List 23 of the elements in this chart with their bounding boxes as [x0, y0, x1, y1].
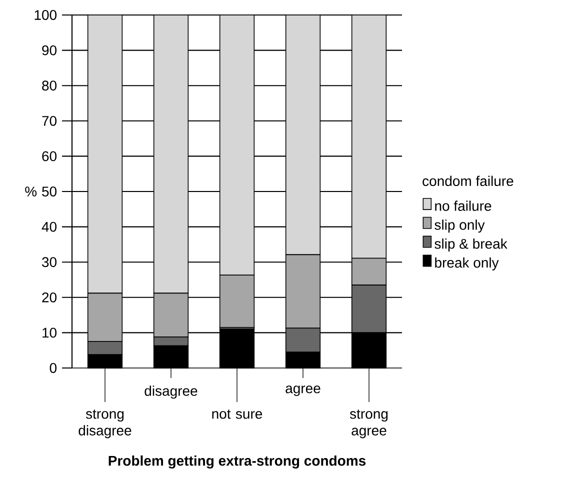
x-tick-label: not sure: [212, 410, 262, 419]
x-tick-label: strong agree: [350, 410, 388, 438]
y-tick-label: 100: [34, 10, 57, 20]
x-tick-label: strong disagree: [78, 410, 132, 438]
legend-label: no failure: [435, 200, 492, 211]
y-tick-label: 80: [42, 80, 57, 91]
y-tick-label: 30: [42, 257, 57, 268]
legend-label: slip & break: [434, 238, 508, 252]
y-tick-label: 0: [50, 363, 57, 373]
legend-label: break only: [435, 257, 499, 270]
x-axis-title: Problem getting extra-strong condoms: [108, 455, 366, 469]
y-tick-label: 10: [42, 328, 57, 338]
y-tick-label: 40: [42, 222, 57, 232]
y-tick-label: 20: [42, 292, 57, 302]
legend-label: slip only: [434, 220, 485, 233]
y-tick-label: 50: [42, 186, 57, 196]
y-tick-label: 90: [42, 45, 57, 56]
legend-title: condom failure: [422, 176, 514, 186]
y-tick-label: 70: [42, 116, 57, 126]
x-tick-label: agree: [286, 386, 320, 396]
y-tick-label: 60: [42, 151, 57, 162]
x-tick-label: disagree: [144, 386, 198, 399]
y-axis-title: %: [25, 186, 37, 196]
